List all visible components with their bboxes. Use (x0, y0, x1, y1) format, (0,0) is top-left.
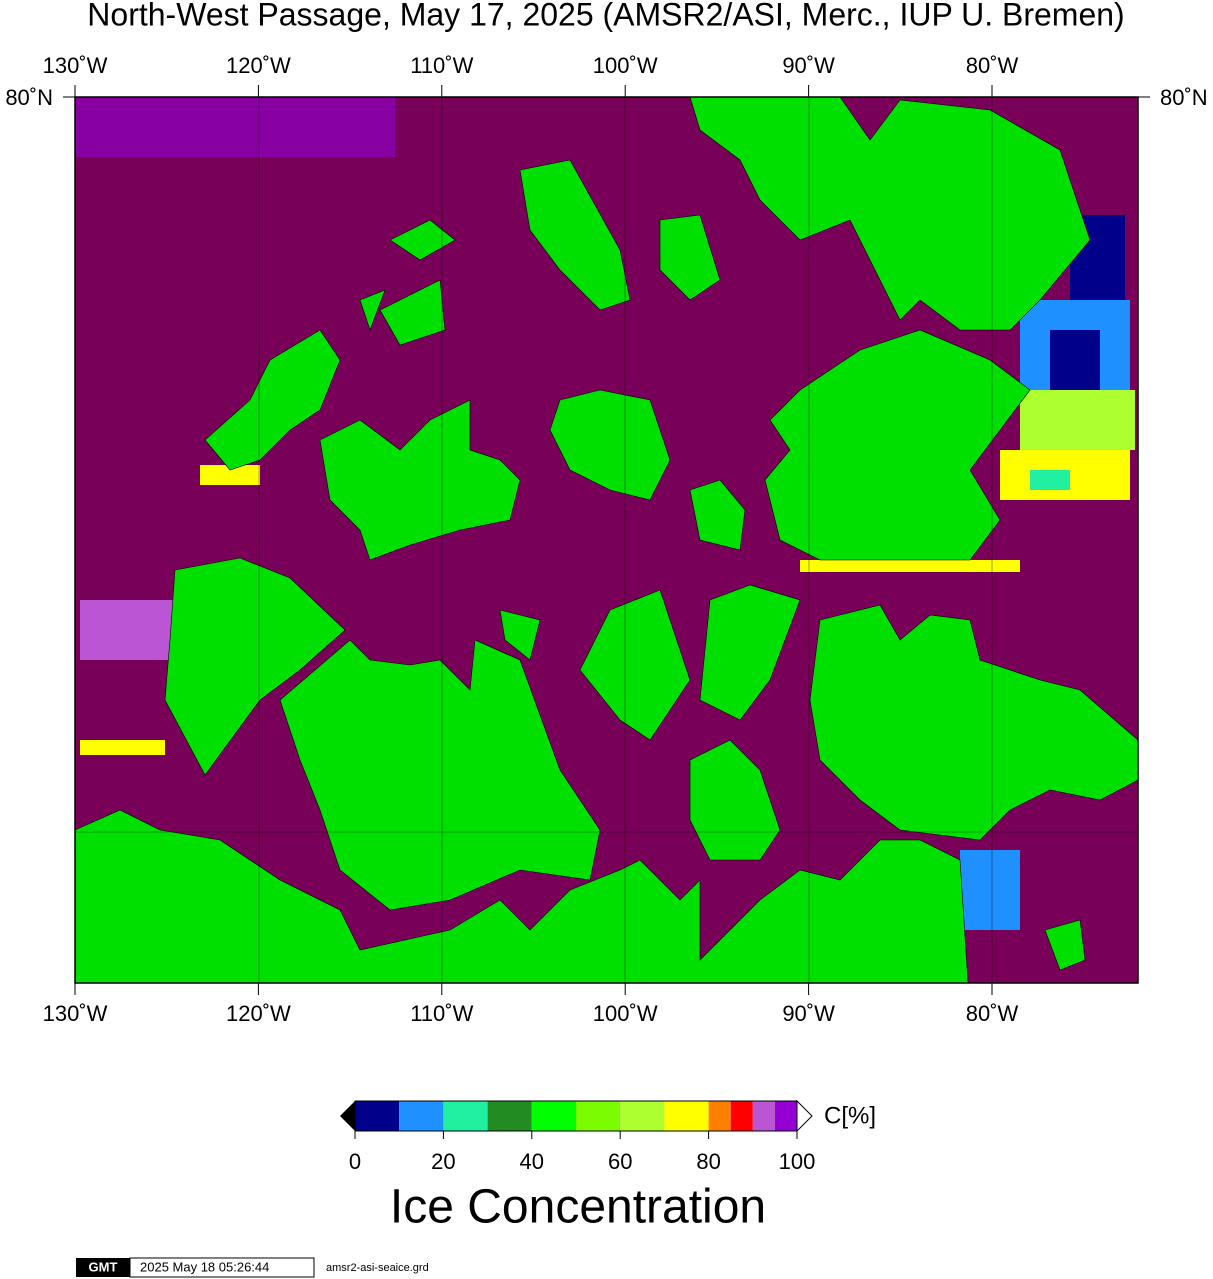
colorbar: C[%] Ice Concentration 0 20 40 60 80 100 (340, 1099, 876, 1234)
lon-label: 110˚W (410, 1001, 473, 1026)
colorbar-label: C[%] (824, 1102, 876, 1129)
lon-label: 110˚W (410, 53, 473, 78)
color-segment (708, 1101, 731, 1131)
title: North-West Passage, May 17, 2025 (AMSR2/… (87, 0, 1124, 32)
lon-label: 80˚W (966, 1001, 1019, 1026)
color-segment (355, 1101, 400, 1131)
land (74, 96, 1139, 984)
lon-label: 90˚W (782, 1001, 835, 1026)
map-frame (74, 96, 1139, 984)
map: 130˚W 130˚W 120˚W 120˚W 110˚W 110˚W 100˚W 100˚W… (5, 53, 1207, 1026)
lon-label: 80˚W (966, 53, 1019, 78)
color-segment (620, 1101, 665, 1131)
tick-label: 40 (520, 1149, 544, 1174)
timestamp: 2025 May 18 05:26:44 (140, 1259, 269, 1274)
logo: GMT (89, 1259, 118, 1274)
ice-patches (75, 97, 1135, 930)
lat-label: 80˚N (1160, 85, 1208, 110)
lon-label: 130˚W (43, 1001, 108, 1026)
color-segment (487, 1101, 532, 1131)
color-segment (664, 1101, 709, 1131)
color-segment (774, 1101, 797, 1131)
lon-label: 120˚W (226, 53, 291, 78)
color-segment (752, 1101, 775, 1131)
tick-label: 0 (349, 1149, 361, 1174)
tick-label: 60 (608, 1149, 632, 1174)
color-segment (730, 1101, 753, 1131)
lat-label: 80˚N (5, 85, 53, 110)
color-segment (576, 1101, 621, 1131)
lon-label: 100˚W (593, 53, 658, 78)
tick-label: 100 (779, 1149, 816, 1174)
color-segment (531, 1101, 576, 1131)
lon-labels: 130˚W 130˚W 120˚W 120˚W 110˚W 110˚W 100˚W 100˚W… (43, 53, 1019, 1026)
color-segment (443, 1101, 488, 1131)
footer: GMT 2025 May 18 05:26:44 amsr2-asi-seaic… (76, 1257, 429, 1278)
colorbar-frame (354, 1100, 798, 1132)
colorbar-title: Ice Concentration (390, 1181, 766, 1234)
tick-label: 80 (696, 1149, 720, 1174)
lon-label: 130˚W (43, 53, 108, 78)
tick-label: 20 (431, 1149, 455, 1174)
timestamp-box (129, 1257, 315, 1278)
over-triangle (796, 1099, 813, 1133)
filename: amsr2-asi-seaice.grd (326, 1262, 429, 1274)
lon-label: 120˚W (226, 1001, 291, 1026)
graticule (75, 97, 1138, 983)
logo-box (76, 1258, 130, 1277)
under-triangle (340, 1101, 355, 1131)
lon-label: 90˚W (782, 53, 835, 78)
lon-label: 100˚W (593, 1001, 658, 1026)
color-segment (399, 1101, 444, 1131)
